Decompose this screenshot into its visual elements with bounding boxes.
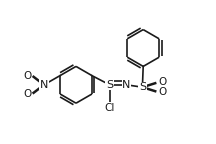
Text: Cl: Cl xyxy=(104,103,115,113)
Text: O: O xyxy=(158,87,166,97)
Text: S: S xyxy=(106,80,113,90)
Text: S: S xyxy=(139,82,146,92)
Text: N: N xyxy=(122,80,131,90)
Text: O: O xyxy=(158,77,166,87)
Text: O: O xyxy=(24,71,32,81)
Text: O: O xyxy=(24,89,32,99)
Text: N: N xyxy=(40,80,48,90)
